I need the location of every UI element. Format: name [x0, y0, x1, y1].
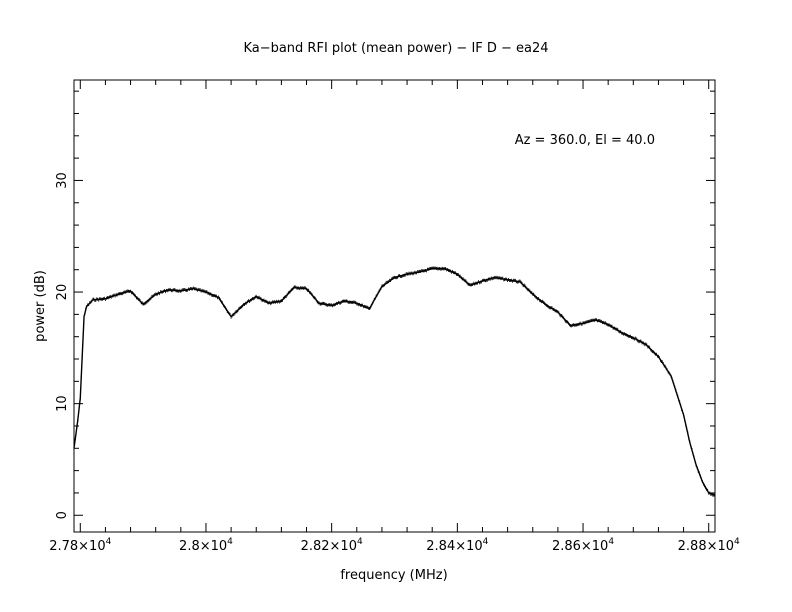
x-tick-label: 2.8×104	[179, 537, 233, 554]
y-axis-label: power (dB)	[33, 270, 48, 342]
x-axis-label: frequency (MHz)	[340, 568, 447, 583]
y-tick-label: 10	[55, 395, 70, 412]
y-tick-label: 20	[55, 284, 70, 301]
x-tick-label: 2.82×104	[301, 537, 363, 554]
y-tick-label: 0	[55, 511, 70, 519]
az-el-annotation: Az = 360.0, El = 40.0	[515, 133, 655, 148]
x-tick-label: 2.88×104	[678, 537, 740, 554]
tick-labels: 2.78×104 2.8×104 2.82×104 2.84×104 2.86×104 2…	[49, 172, 740, 554]
plot-frame	[73, 79, 716, 533]
x-tick-label: 2.86×104	[552, 537, 614, 554]
axis-ticks	[74, 80, 715, 532]
power-series-line	[73, 267, 716, 496]
series-noise	[73, 266, 715, 497]
series-noise-band	[73, 266, 715, 497]
x-tick-label: 2.84×104	[426, 537, 488, 554]
y-tick-label: 30	[55, 172, 70, 189]
x-tick-label: 2.78×104	[49, 537, 111, 554]
chart-title: Ka−band RFI plot (mean power) − IF D − e…	[243, 41, 548, 56]
